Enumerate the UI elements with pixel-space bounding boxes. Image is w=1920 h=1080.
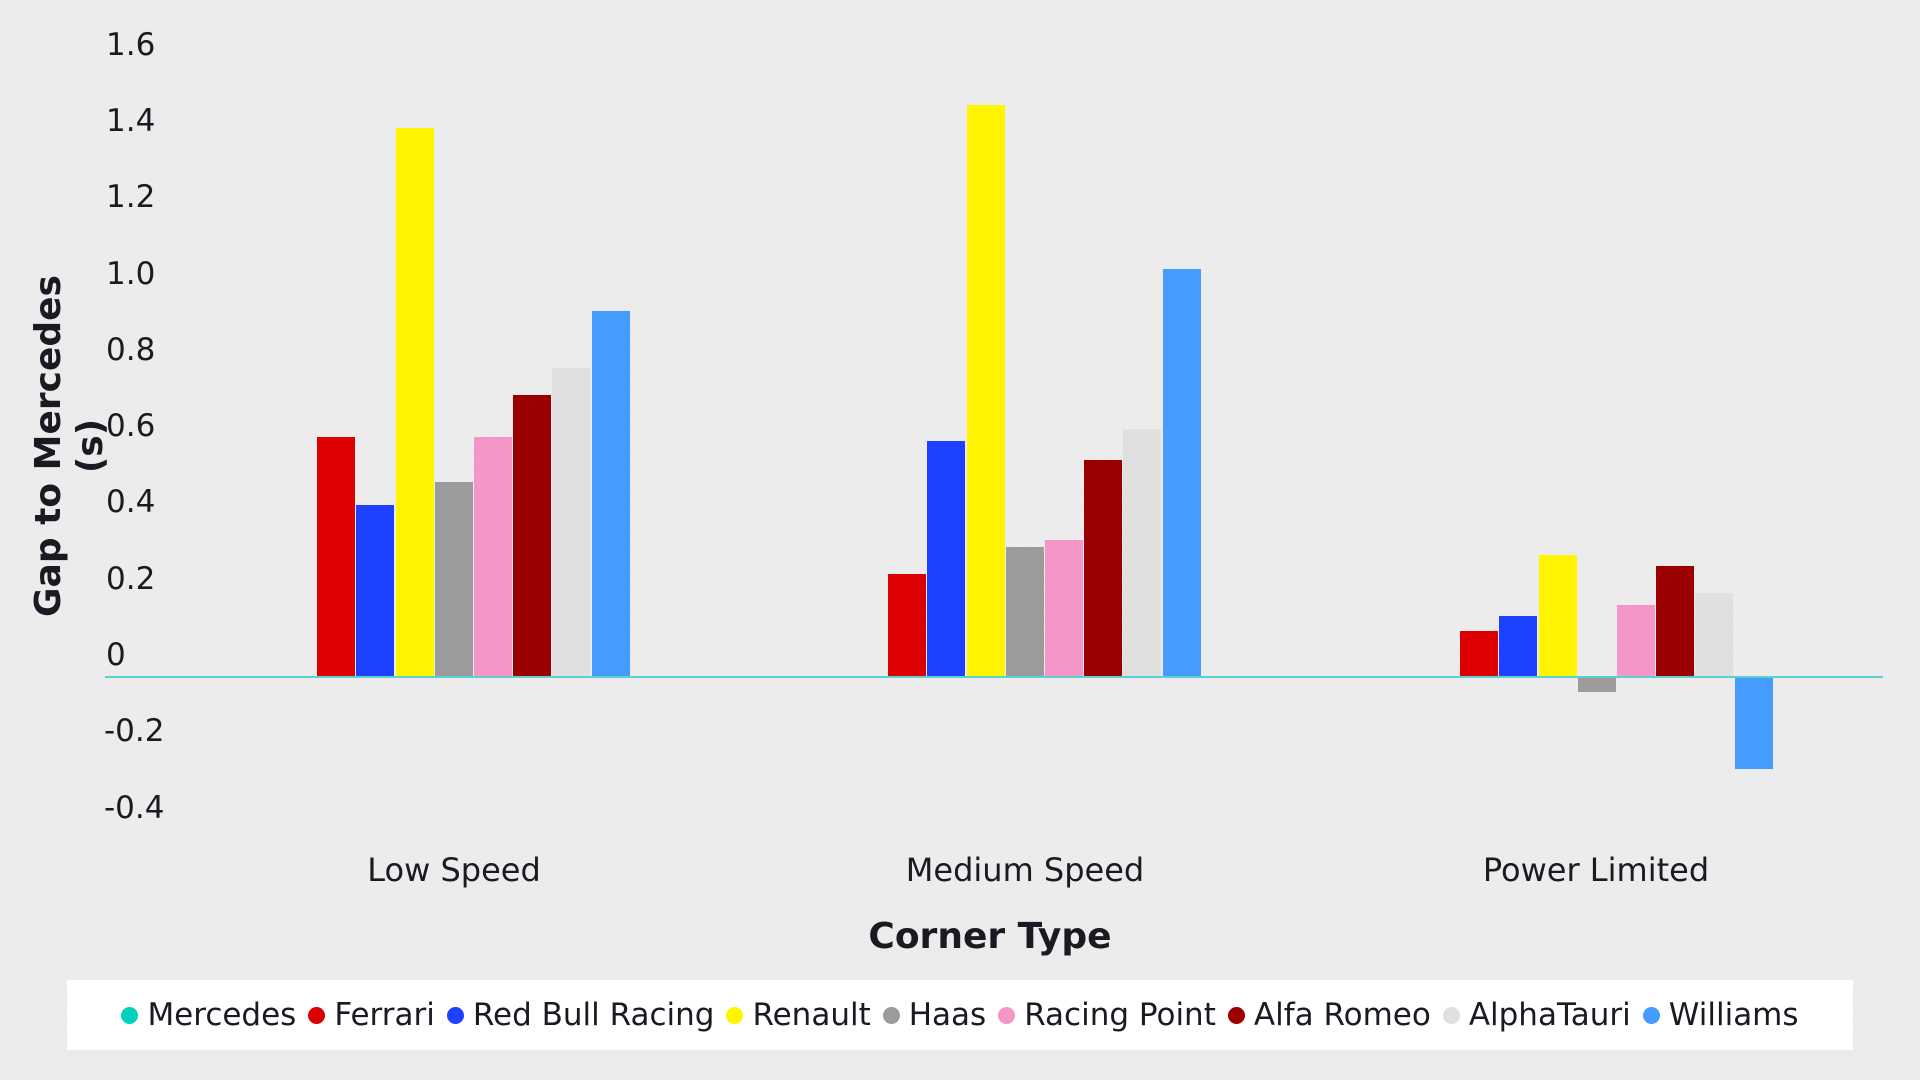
legend-dot-icon bbox=[726, 1006, 744, 1024]
bar-red-bull-racing-power-limited bbox=[1499, 615, 1538, 677]
bar-alphatauri-power-limited bbox=[1695, 593, 1734, 677]
bar-racing-point-medium-speed bbox=[1045, 539, 1083, 677]
legend-label: Haas bbox=[908, 997, 987, 1033]
legend-dot-icon bbox=[308, 1006, 326, 1024]
legend-dot-icon bbox=[1442, 1006, 1460, 1024]
y-tick-label: 1.0 bbox=[106, 255, 156, 292]
legend-label: Red Bull Racing bbox=[472, 997, 715, 1033]
y-tick-label: 0.4 bbox=[106, 484, 156, 521]
legend-item-alphatauri[interactable]: AlphaTauri bbox=[1442, 997, 1631, 1033]
legend-label: Renault bbox=[752, 997, 871, 1033]
y-tick-label: 0 bbox=[106, 637, 126, 673]
legend: Mercedes Ferrari Red Bull Racing Renault Haa… bbox=[67, 980, 1853, 1050]
legend-item-mercedes[interactable]: Mercedes bbox=[121, 997, 296, 1033]
legend-dot-icon bbox=[998, 1006, 1016, 1024]
legend-label: Alfa Romeo bbox=[1253, 997, 1431, 1033]
bar-williams-power-limited bbox=[1734, 677, 1773, 769]
bar-alfa-romeo-medium-speed bbox=[1084, 459, 1123, 677]
bar-haas-low-speed bbox=[434, 482, 473, 677]
bar-red-bull-racing-medium-speed bbox=[927, 440, 966, 677]
x-axis-title: Corner Type bbox=[868, 916, 1112, 957]
y-tick-label: 1.2 bbox=[106, 179, 156, 216]
legend-item-ferrari[interactable]: Ferrari bbox=[308, 997, 435, 1033]
bar-racing-point-power-limited bbox=[1617, 604, 1655, 677]
bar-haas-power-limited bbox=[1577, 677, 1616, 693]
y-tick-label: -0.2 bbox=[104, 713, 165, 750]
bar-williams-low-speed bbox=[591, 310, 630, 677]
legend-label: Williams bbox=[1668, 997, 1799, 1033]
y-tick-label: 0.6 bbox=[106, 408, 156, 445]
x-category-label: Power Limited bbox=[1482, 851, 1710, 889]
y-axis-title: Gap to Mercedes (s) bbox=[28, 275, 111, 617]
legend-item-racing-point[interactable]: Racing Point bbox=[998, 997, 1216, 1033]
legend-label: Ferrari bbox=[334, 997, 435, 1033]
legend-dot-icon bbox=[446, 1006, 464, 1024]
bar-red-bull-racing-low-speed bbox=[356, 505, 395, 677]
legend-item-haas[interactable]: Haas bbox=[882, 997, 987, 1033]
legend-dot-icon bbox=[882, 1006, 900, 1024]
legend-dot-icon bbox=[1227, 1006, 1245, 1024]
y-tick-label: 0.2 bbox=[106, 560, 156, 597]
bar-renault-power-limited bbox=[1538, 554, 1577, 677]
legend-label: AlphaTauri bbox=[1468, 997, 1631, 1033]
y-tick-label: 1.6 bbox=[106, 26, 156, 63]
zero-baseline bbox=[105, 676, 1883, 678]
legend-item-alfa-romeo[interactable]: Alfa Romeo bbox=[1227, 997, 1431, 1033]
bar-haas-medium-speed bbox=[1005, 547, 1044, 677]
legend-dot-icon bbox=[1642, 1006, 1660, 1024]
y-tick-label: 1.4 bbox=[106, 103, 156, 140]
bar-williams-medium-speed bbox=[1162, 268, 1201, 677]
y-tick-label: 0.8 bbox=[106, 331, 156, 368]
bar-renault-low-speed bbox=[395, 127, 434, 677]
legend-label: Racing Point bbox=[1024, 997, 1216, 1033]
bar-ferrari-medium-speed bbox=[888, 574, 927, 677]
x-category-label: Medium Speed bbox=[905, 851, 1145, 889]
x-category-label: Low Speed bbox=[367, 851, 541, 889]
bar-alfa-romeo-low-speed bbox=[513, 394, 552, 677]
bar-renault-medium-speed bbox=[966, 104, 1005, 677]
legend-item-williams[interactable]: Williams bbox=[1642, 997, 1799, 1033]
bar-alphatauri-medium-speed bbox=[1123, 429, 1162, 677]
legend-item-red-bull-racing[interactable]: Red Bull Racing bbox=[446, 997, 715, 1033]
bar-ferrari-power-limited bbox=[1460, 631, 1499, 677]
legend-item-renault[interactable]: Renault bbox=[726, 997, 871, 1033]
bar-racing-point-low-speed bbox=[474, 436, 512, 677]
y-tick-label: -0.4 bbox=[104, 789, 165, 826]
bar-alphatauri-low-speed bbox=[552, 368, 591, 677]
legend-dot-icon bbox=[121, 1006, 139, 1024]
bar-ferrari-low-speed bbox=[317, 436, 356, 677]
bar-alfa-romeo-power-limited bbox=[1656, 566, 1695, 677]
legend-label: Mercedes bbox=[147, 997, 297, 1033]
